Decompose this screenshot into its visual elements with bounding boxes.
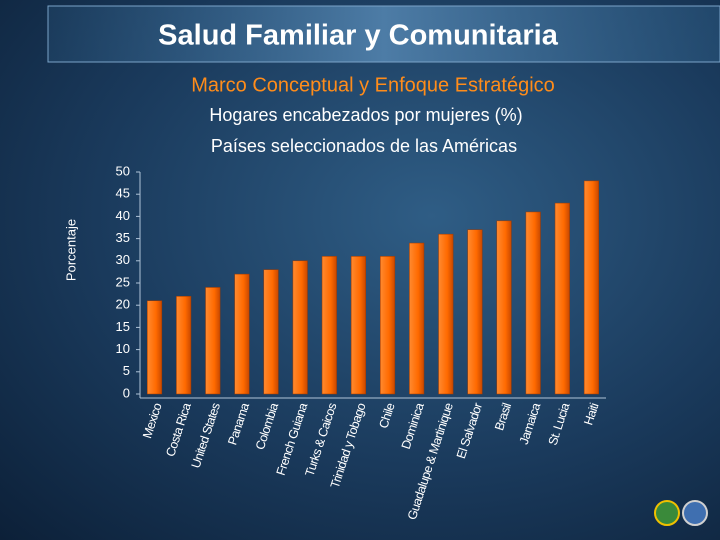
title-banner	[47, 5, 720, 63]
y-tick-label: 45	[116, 186, 130, 201]
x-tick-label: United States	[189, 401, 223, 470]
bar	[409, 242, 425, 395]
y-tick-label: 30	[116, 252, 130, 267]
y-tick-label: 25	[116, 274, 130, 289]
y-tick-label: 40	[116, 208, 130, 223]
x-tick-label: Costa Rica	[163, 401, 194, 458]
bar	[467, 229, 483, 395]
x-tick-label: Brasil	[492, 402, 514, 433]
y-tick-label: 35	[116, 230, 130, 245]
x-tick-label: Dominica	[399, 401, 427, 451]
y-tick-label: 20	[116, 297, 130, 312]
chart-title: Hogares encabezados por mujeres (%)	[209, 105, 522, 125]
bar	[380, 256, 396, 395]
slide-subtitle: Marco Conceptual y Enfoque Estratégico	[191, 74, 555, 96]
x-tick-label: El Salvador	[454, 401, 485, 460]
logo	[654, 500, 680, 526]
bar	[321, 256, 337, 395]
y-tick-label: 0	[123, 385, 130, 400]
bar	[438, 233, 454, 395]
y-tick-label: 5	[123, 363, 130, 378]
bar	[525, 211, 541, 395]
x-tick-label: Haiti	[581, 402, 601, 427]
bar	[350, 256, 366, 395]
x-tick-label: Colombia	[253, 401, 281, 452]
bar	[205, 287, 221, 395]
x-tick-label: Chile	[376, 401, 397, 430]
bar	[554, 202, 570, 395]
logo	[682, 500, 708, 526]
y-tick-label: 50	[116, 163, 130, 178]
x-tick-label: St. Lucia	[546, 401, 573, 447]
y-axis-label: Porcentaje	[63, 219, 78, 281]
bar	[176, 296, 192, 395]
y-tick-label: 15	[116, 319, 130, 334]
x-tick-label: Panama	[225, 401, 252, 447]
bar	[234, 273, 250, 395]
bar	[292, 260, 308, 395]
x-tick-label: Mexico	[140, 401, 165, 440]
bar	[496, 220, 512, 395]
bar	[263, 269, 279, 395]
slide-title: Salud Familiar y Comunitaria	[158, 20, 559, 52]
bar	[147, 300, 163, 395]
chart-subtitle: Países seleccionados de las Américas	[211, 136, 517, 156]
y-tick-label: 10	[116, 341, 130, 356]
bar	[583, 180, 599, 395]
x-tick-label: Jamaica	[517, 401, 544, 446]
